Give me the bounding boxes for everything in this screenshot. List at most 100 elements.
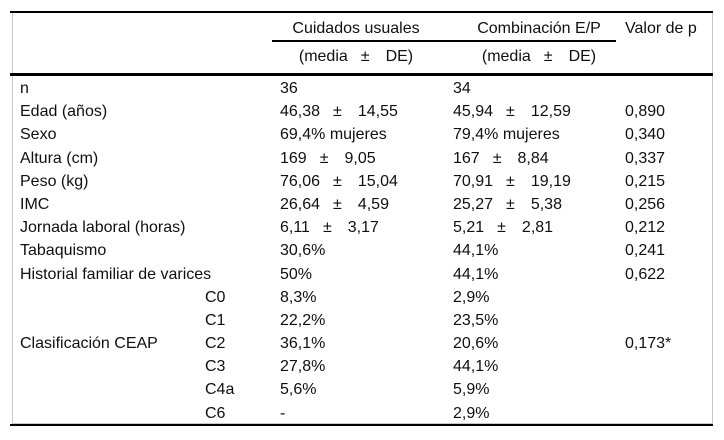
- table-row: IMC 26,64 ±4,59 25,27 ±5,38 0,256: [0, 193, 724, 216]
- table-row: Historial familiar de varices 50% 44,1% …: [0, 263, 724, 286]
- table-row: Altura (cm) 169 ±9,05 167 ±8,84 0,337: [0, 147, 724, 170]
- combinacion-ep-value: 79,4% mujeres: [453, 126, 560, 144]
- p-value: 0,337: [625, 149, 666, 167]
- combinacion-ep-value: 20,6%: [453, 335, 499, 353]
- table-row: Peso (kg) 76,06 ±15,04 70,91 ±19,19 0,215: [0, 170, 724, 193]
- sd-value: 12,59: [530, 103, 571, 121]
- mean-value: 45,94: [453, 103, 494, 121]
- cuidados-usuales-value: 69,4% mujeres: [280, 126, 387, 144]
- combinacion-ep-value: 2,9%: [453, 288, 490, 306]
- subheader-media-de-col2: (media ± DE): [453, 47, 625, 66]
- mean-value: 5,21: [453, 219, 485, 237]
- header-body-divider-rule: [10, 73, 713, 76]
- subheader-close: DE): [568, 48, 597, 65]
- plus-minus-sign: ±: [492, 149, 502, 167]
- mean-value: 169: [280, 149, 307, 167]
- combinacion-ep-value: 23,5%: [453, 311, 499, 329]
- row-label: Peso (kg): [20, 172, 89, 190]
- row-label: Clasificación CEAP: [20, 335, 158, 353]
- table-row: Clasificación CEAP C2 36,1% 20,6% 0,173*: [0, 332, 724, 355]
- sd-value: 2,81: [521, 219, 554, 237]
- row-label: Tabaquismo: [20, 242, 107, 260]
- ceap-category-label: C6: [205, 404, 226, 422]
- subheader-open: (media: [298, 48, 348, 65]
- cuidados-usuales-value: 22,2%: [280, 311, 326, 329]
- sd-value: 15,04: [357, 172, 398, 190]
- table-row: Tabaquismo 30,6% 44,1% 0,241: [0, 239, 724, 262]
- cuidados-usuales-value: 50%: [280, 265, 313, 283]
- row-label: Jornada laboral (horas): [20, 219, 186, 237]
- table-row: C4a 5,6% 5,9%: [0, 378, 724, 401]
- cuidados-usuales-value: 46,38 ±14,55: [280, 100, 398, 123]
- column-header-cuidados-usuales: Cuidados usuales: [292, 20, 420, 37]
- table-row: Edad (años) 46,38 ±14,55 45,94 ±12,59 0,89…: [0, 100, 724, 123]
- p-value: 0,622: [625, 265, 666, 283]
- cuidados-usuales-value: 26,64 ±4,59: [280, 193, 389, 216]
- mean-value: 167: [453, 149, 480, 167]
- table-row: Sexo 69,4% mujeres 79,4% mujeres 0,340: [0, 123, 724, 146]
- table-bottom-rule: [10, 424, 713, 426]
- table-row: n 36 34: [0, 77, 724, 100]
- cuidados-usuales-value: 8,3%: [280, 288, 317, 306]
- sd-value: 14,55: [357, 103, 398, 121]
- p-value: 0,173*: [625, 335, 672, 353]
- cuidados-usuales-value: 30,6%: [280, 242, 326, 260]
- table-top-rule: [10, 11, 713, 13]
- mean-value: 46,38: [280, 103, 321, 121]
- sd-value: 5,38: [530, 195, 562, 213]
- combinacion-ep-value: 45,94 ±12,59: [453, 100, 571, 123]
- mean-value: 25,27: [453, 195, 494, 213]
- plus-minus-sign: ±: [360, 48, 370, 65]
- group-header-underline: [272, 40, 616, 42]
- plus-minus-sign: ±: [506, 172, 515, 190]
- table-row: C3 27,8% 44,1%: [0, 355, 724, 378]
- plus-minus-sign: ±: [506, 103, 515, 121]
- row-label: Sexo: [20, 126, 57, 144]
- p-value: 0,241: [625, 242, 666, 260]
- row-label: IMC: [20, 195, 50, 213]
- plus-minus-sign: ±: [506, 195, 515, 213]
- table-row: C1 22,2% 23,5%: [0, 309, 724, 332]
- ceap-category-label: C1: [205, 311, 226, 329]
- plus-minus-sign: ±: [497, 219, 506, 237]
- p-value: 0,340: [625, 126, 666, 144]
- mean-value: 76,06: [280, 172, 321, 190]
- table-body: n 36 34 Edad (años) 46,38 ±14,55 45,94 ±12…: [0, 77, 724, 425]
- table-row: Jornada laboral (horas) 6,11 ±3,17 5,21 ±2…: [0, 216, 724, 239]
- cuidados-usuales-value: 6,11 ±3,17: [280, 216, 379, 239]
- subheader-open: (media: [481, 48, 531, 65]
- combinacion-ep-value: 34: [453, 80, 471, 97]
- table-row: C6 - 2,9%: [0, 402, 724, 425]
- subheader-media-de-col1: (media ± DE): [270, 47, 442, 66]
- column-header-valor-de-p: Valor de p: [625, 20, 697, 37]
- mean-value: 26,64: [280, 195, 321, 213]
- sd-value: 4,59: [357, 195, 389, 213]
- cuidados-usuales-value: 5,6%: [280, 381, 317, 399]
- plus-minus-sign: ±: [319, 149, 329, 167]
- row-label: n: [20, 80, 29, 97]
- combinacion-ep-value: 25,27 ±5,38: [453, 193, 562, 216]
- combinacion-ep-value: 70,91 ±19,19: [453, 170, 571, 193]
- combinacion-ep-value: 44,1%: [453, 358, 499, 376]
- plus-minus-sign: ±: [543, 48, 553, 65]
- mean-value: 70,91: [453, 172, 494, 190]
- p-value: 0,212: [625, 219, 666, 237]
- p-value: 0,215: [625, 172, 666, 190]
- table-row: C0 8,3% 2,9%: [0, 286, 724, 309]
- plus-minus-sign: ±: [333, 103, 342, 121]
- cuidados-usuales-value: 36,1%: [280, 335, 326, 353]
- combinacion-ep-value: 44,1%: [453, 265, 499, 283]
- cuidados-usuales-value: 76,06 ±15,04: [280, 170, 398, 193]
- sd-value: 3,17: [347, 219, 379, 237]
- plus-minus-sign: ±: [333, 172, 342, 190]
- cuidados-usuales-value: 36: [280, 80, 298, 97]
- combinacion-ep-value: 5,9%: [453, 381, 490, 399]
- ceap-category-label: C0: [205, 288, 226, 306]
- p-value: 0,256: [625, 195, 666, 213]
- mean-value: 6,11: [280, 219, 310, 237]
- plus-minus-sign: ±: [333, 195, 342, 213]
- ceap-category-label: C4a: [205, 381, 235, 399]
- cuidados-usuales-value: 169 ±9,05: [280, 147, 376, 170]
- plus-minus-sign: ±: [322, 219, 332, 237]
